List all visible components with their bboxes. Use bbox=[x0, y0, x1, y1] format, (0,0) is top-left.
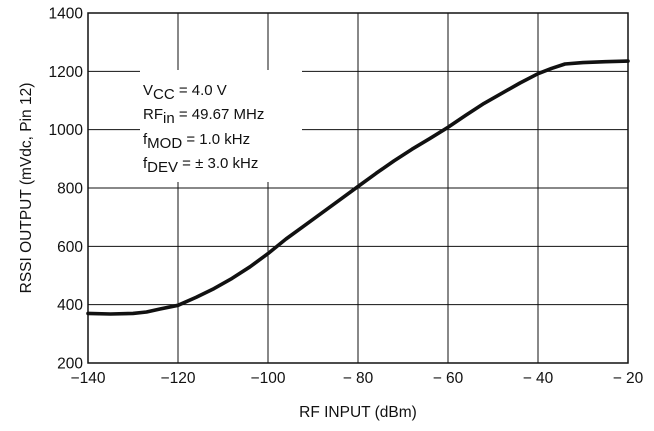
plot-frame bbox=[87, 12, 629, 364]
x-tick-label: −140 bbox=[71, 370, 106, 387]
annotation-block: VCC = 4.0 V RFin = 49.67 MHz fMOD = 1.0 kH… bbox=[143, 82, 264, 176]
x-tick-label: − 20 bbox=[613, 370, 644, 387]
y-tick-label: 1000 bbox=[49, 122, 84, 139]
annotation-background bbox=[140, 70, 302, 182]
y-tick-label: 600 bbox=[57, 239, 83, 256]
y-tick-label: 200 bbox=[57, 356, 83, 373]
y-axis-label: RSSI OUTPUT (mVdc, Pin 12) bbox=[18, 83, 35, 294]
condition-annotation: fDEV = ± 3.0 kHz bbox=[143, 155, 258, 176]
x-tick-label: − 60 bbox=[433, 370, 464, 387]
x-tick-label: − 80 bbox=[343, 370, 374, 387]
y-tick-label: 800 bbox=[57, 181, 83, 198]
x-tick-label: −120 bbox=[161, 370, 196, 387]
y-tick-labels: 200 400 600 800 1000 1200 1400 bbox=[49, 6, 84, 373]
y-tick-label: 400 bbox=[57, 297, 83, 314]
x-tick-label: − 40 bbox=[523, 370, 554, 387]
condition-annotation: VCC = 4.0 V bbox=[143, 82, 227, 103]
rssi-series-line bbox=[86, 59, 630, 316]
x-tick-label: −100 bbox=[251, 370, 286, 387]
y-tick-label: 1400 bbox=[49, 6, 84, 23]
y-tick-label: 1200 bbox=[49, 64, 84, 81]
x-tick-labels: −140 −120 −100 − 80 − 60 − 40 − 20 bbox=[71, 370, 644, 387]
x-axis-label: RF INPUT (dBm) bbox=[299, 404, 417, 421]
condition-annotation: RFin = 49.67 MHz bbox=[143, 106, 264, 127]
condition-annotation: fMOD = 1.0 kHz bbox=[143, 131, 250, 152]
